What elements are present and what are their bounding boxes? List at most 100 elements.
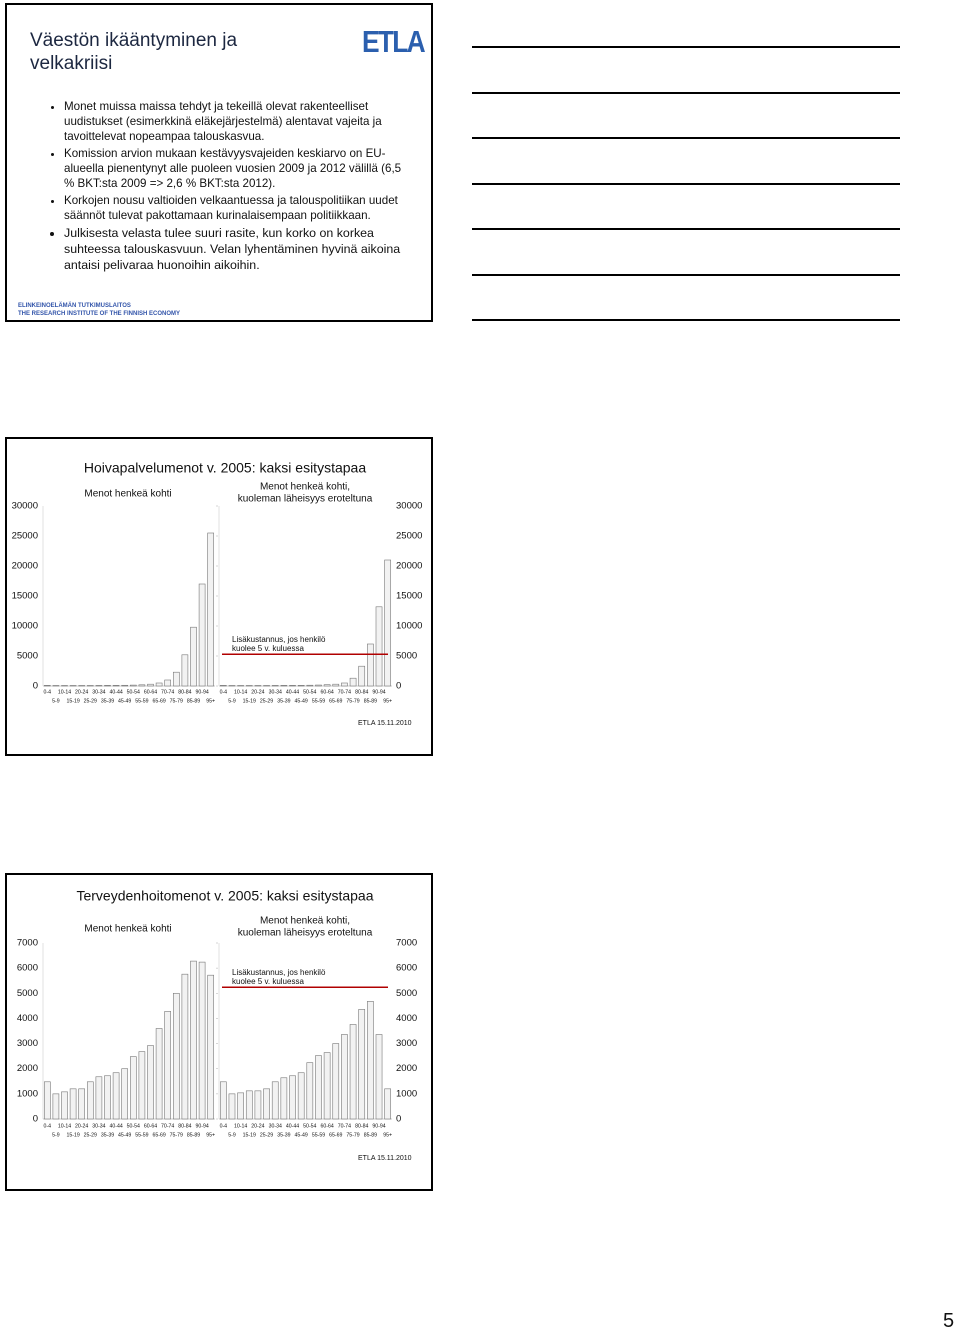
bar (297, 1072, 305, 1120)
y-tick-label: 15000 (12, 591, 38, 602)
x-tick-label: 90-94 (372, 689, 385, 695)
annotation: kuolee 5 v. kuluessa (232, 977, 304, 986)
y-tick-label: 4000 (396, 1013, 417, 1024)
x-tick-label: 5-9 (228, 1132, 236, 1138)
title-line: velkakriisi (30, 53, 113, 74)
panel-subtitle: kuoleman läheisyys eroteltuna (238, 928, 373, 939)
bar (341, 682, 348, 687)
bar (237, 1092, 244, 1120)
bar (147, 1045, 154, 1120)
panel-subtitle: Menot henkeä kohti, (260, 916, 350, 927)
x-tick-label: 10-14 (58, 689, 71, 695)
y-tick-label: 4000 (17, 1013, 38, 1024)
bar (332, 1043, 340, 1120)
y-tick-label: 7000 (17, 938, 38, 949)
x-tick-label: 85-89 (187, 698, 200, 704)
y-tick-label: 5000 (396, 651, 417, 662)
note-line (472, 183, 900, 185)
bar (367, 1001, 374, 1120)
bar (271, 1081, 279, 1120)
bar (95, 685, 103, 687)
y-tick-label: 1000 (396, 1088, 417, 1099)
x-tick-label: 60-64 (320, 1123, 333, 1129)
bar (121, 684, 129, 687)
y-tick-label: 2000 (17, 1063, 38, 1074)
y-tick-label: 3000 (17, 1038, 38, 1049)
bar (384, 559, 392, 687)
bar (306, 1062, 314, 1120)
y-tick-label: 15000 (396, 591, 422, 602)
note-line (472, 46, 900, 48)
y-tick-label: 5000 (17, 651, 38, 662)
logo: ETLA (362, 24, 426, 59)
x-tick-label: 20-24 (251, 689, 264, 695)
bar (112, 685, 120, 687)
note-line (472, 92, 900, 94)
bar (219, 685, 227, 687)
bullet-list: Monet muissa maissa tehdyt ja tekeillä o… (50, 99, 414, 275)
y-tick-label: 0 (396, 681, 401, 692)
y-tick-label: 20000 (12, 561, 38, 572)
slide-date: ETLA 15.11.2010 (358, 1155, 412, 1162)
x-tick-label: 85-89 (364, 698, 377, 704)
x-tick-label: 65-69 (329, 1132, 342, 1138)
x-tick-label: 85-89 (364, 1132, 377, 1138)
x-tick-label: 80-84 (355, 689, 368, 695)
x-tick-label: 50-54 (127, 689, 140, 695)
bar (155, 1028, 163, 1120)
bar (198, 583, 206, 687)
bar (341, 1034, 348, 1120)
y-tick-label: 10000 (396, 621, 422, 632)
x-tick-label: 90-94 (372, 1123, 385, 1129)
x-tick-label: 0-4 (220, 689, 228, 695)
bar (219, 1081, 227, 1120)
x-tick-label: 20-24 (251, 1123, 264, 1129)
title-line: Väestön ikääntyminen ja (30, 30, 238, 51)
bar (332, 683, 340, 687)
y-tick-label: 10000 (12, 621, 38, 632)
y-tick-label: 30000 (12, 501, 38, 512)
x-tick-label: 40-44 (286, 689, 299, 695)
note-line (472, 228, 900, 230)
note-line (472, 137, 900, 139)
y-tick-label: 5000 (396, 988, 417, 999)
bar (315, 1055, 322, 1120)
bar (289, 1075, 296, 1120)
x-tick-label: 25-29 (84, 698, 97, 704)
x-tick-label: 5-9 (52, 698, 60, 704)
bar (315, 684, 322, 687)
chart-title: Hoivapalvelumenot v. 2005: kaksi esityst… (84, 460, 366, 476)
bar (198, 961, 206, 1120)
note-line (472, 319, 900, 321)
y-tick-label: 0 (396, 1114, 401, 1125)
x-tick-label: 60-64 (320, 689, 333, 695)
x-tick-label: 95+ (383, 1132, 392, 1138)
bar (349, 677, 357, 687)
panel-subtitle: kuoleman läheisyys eroteltuna (238, 494, 373, 505)
x-tick-label: 0-4 (44, 1123, 52, 1129)
x-tick-label: 40-44 (109, 689, 122, 695)
x-tick-label: 70-74 (161, 689, 174, 695)
x-tick-label: 5-9 (228, 698, 236, 704)
x-tick-label: 30-34 (269, 689, 282, 695)
annotation: Lisäkustannus, jos henkilö (232, 968, 326, 977)
y-tick-label: 0 (33, 681, 38, 692)
x-tick-label: 25-29 (260, 1132, 273, 1138)
x-tick-label: 70-74 (338, 1123, 351, 1129)
bar (86, 1081, 94, 1120)
x-tick-label: 95+ (206, 1132, 215, 1138)
note-line (472, 274, 900, 276)
y-tick-label: 25000 (12, 531, 38, 542)
bar (181, 973, 189, 1120)
bar (207, 974, 215, 1120)
y-tick-label: 1000 (17, 1088, 38, 1099)
x-tick-label: 20-24 (75, 1123, 88, 1129)
bar (43, 685, 51, 687)
x-tick-label: 20-24 (75, 689, 88, 695)
bar (172, 992, 180, 1120)
x-tick-label: 30-34 (92, 689, 105, 695)
y-tick-label: 3000 (396, 1038, 417, 1049)
x-tick-label: 75-79 (346, 1132, 359, 1138)
bar (147, 683, 154, 687)
